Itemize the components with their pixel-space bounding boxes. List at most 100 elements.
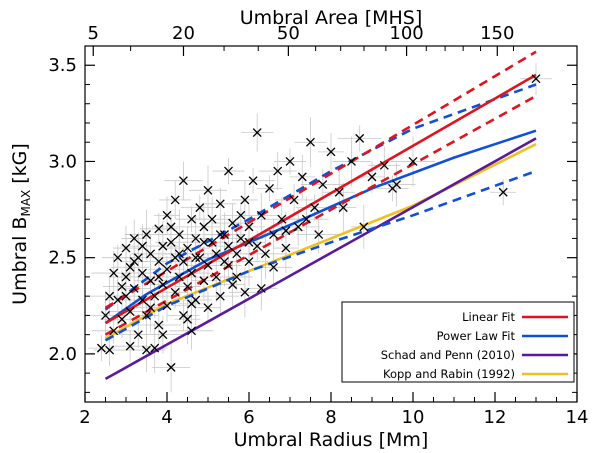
scatter-point <box>109 326 119 336</box>
scatter-point <box>211 249 221 259</box>
scatter-point <box>146 276 156 286</box>
scatter-point <box>306 137 315 147</box>
scatter-point <box>133 330 143 340</box>
schad-penn-line <box>104 137 537 381</box>
scatter-point <box>269 262 279 272</box>
top-axis-label: Umbral Area [MHS] <box>240 7 423 29</box>
scatter-point <box>244 222 254 232</box>
scatter-point <box>314 230 324 240</box>
scatter-point <box>129 257 139 266</box>
scatter-point <box>236 210 246 220</box>
scatter-point <box>207 237 217 247</box>
scatter-point <box>207 214 217 224</box>
scatter-point <box>170 287 180 297</box>
legend-label: Power Law Fit <box>437 329 516 343</box>
y-tick-label: 3.0 <box>48 151 77 172</box>
x-axis-label: Umbral Radius [Mm] <box>234 429 429 451</box>
scatter-point <box>334 187 344 197</box>
linear-upper-line <box>104 50 537 309</box>
scatter-point <box>121 243 131 253</box>
scatter-point <box>191 253 201 263</box>
scatter-point <box>281 243 291 253</box>
scatter-point <box>187 268 197 278</box>
power-fit-line <box>104 129 537 325</box>
scatter-point <box>105 291 115 301</box>
scatter-point <box>498 187 508 197</box>
scatter-point <box>150 343 160 353</box>
legend-label: Schad and Penn (2010) <box>381 348 515 362</box>
y-label-unit: [kG] <box>9 143 31 184</box>
scatter-point <box>256 210 266 220</box>
scatter-point <box>187 326 197 336</box>
scatter-point <box>277 214 287 224</box>
scatter-point <box>183 282 192 292</box>
scatter-point <box>297 172 307 182</box>
scatter-point <box>252 128 262 138</box>
scatter-point <box>117 314 127 324</box>
x-tick-label: 12 <box>484 407 507 428</box>
x-tick-label: 8 <box>325 407 336 428</box>
top-tick-label: 5 <box>88 23 99 44</box>
scatter-point <box>215 291 225 301</box>
scatter-point <box>367 172 377 182</box>
y-label-main: Umbral B <box>9 217 31 305</box>
scatter-point <box>191 233 201 243</box>
scatter-point <box>117 282 127 292</box>
scatter-point <box>326 147 336 157</box>
scatter-point <box>183 243 192 253</box>
scatter-point <box>187 214 197 224</box>
scatter-point <box>96 343 106 353</box>
scatter-point <box>224 241 233 251</box>
scatter-point <box>293 222 303 232</box>
scatter-point <box>125 307 135 317</box>
scatter-point <box>228 218 238 228</box>
scatter-point <box>301 214 311 224</box>
scatter-point <box>174 249 184 259</box>
scatter-point <box>228 280 238 290</box>
scatter-point <box>285 156 295 166</box>
scatter-point <box>265 183 274 193</box>
top-tick-label: 50 <box>277 23 300 44</box>
scatter-point <box>174 230 184 240</box>
scatter-point <box>289 195 299 205</box>
x-tick-label: 2 <box>79 407 90 428</box>
scatter-point <box>137 295 147 305</box>
scatter-point <box>125 262 135 272</box>
scatter-point <box>158 241 168 251</box>
scatter-point <box>199 222 209 232</box>
top-tick-label: 150 <box>480 23 514 44</box>
power-lower-line <box>104 169 537 342</box>
scatter-point <box>232 249 242 259</box>
scatter-point <box>318 180 328 190</box>
scatter-point <box>211 272 221 282</box>
scatter-point <box>142 345 151 355</box>
scatter-point <box>158 280 168 290</box>
scatter-point <box>359 222 369 232</box>
legend: Linear Fit Power Law Fit Schad and Penn (2… <box>341 301 575 383</box>
scatter-point <box>256 284 266 293</box>
scatter-point <box>244 237 254 247</box>
scatter-point <box>195 203 205 213</box>
scatter-point <box>142 230 151 240</box>
scatter-point <box>154 320 164 330</box>
scatter-point <box>137 268 147 278</box>
scatter-point <box>154 257 164 266</box>
scatter-point <box>248 176 258 186</box>
scatter-point <box>162 210 172 220</box>
scatter-point <box>310 203 320 213</box>
scatter-point <box>178 176 188 186</box>
power-upper-line <box>104 83 537 311</box>
svg-text:Umbral BMAX[kG]: Umbral BMAX [kG] <box>9 143 33 305</box>
scatter-point <box>121 291 131 301</box>
scatter-point <box>154 272 164 282</box>
top-tick-label: 100 <box>389 23 423 44</box>
scatter-point <box>203 303 213 313</box>
scatter-point <box>224 166 233 176</box>
scatter-point <box>199 276 209 286</box>
scatter-point <box>146 249 156 259</box>
x-tick-label: 10 <box>402 407 425 428</box>
scatter-point <box>137 241 147 251</box>
scatter-point <box>178 257 188 266</box>
scatter-point <box>281 226 291 236</box>
